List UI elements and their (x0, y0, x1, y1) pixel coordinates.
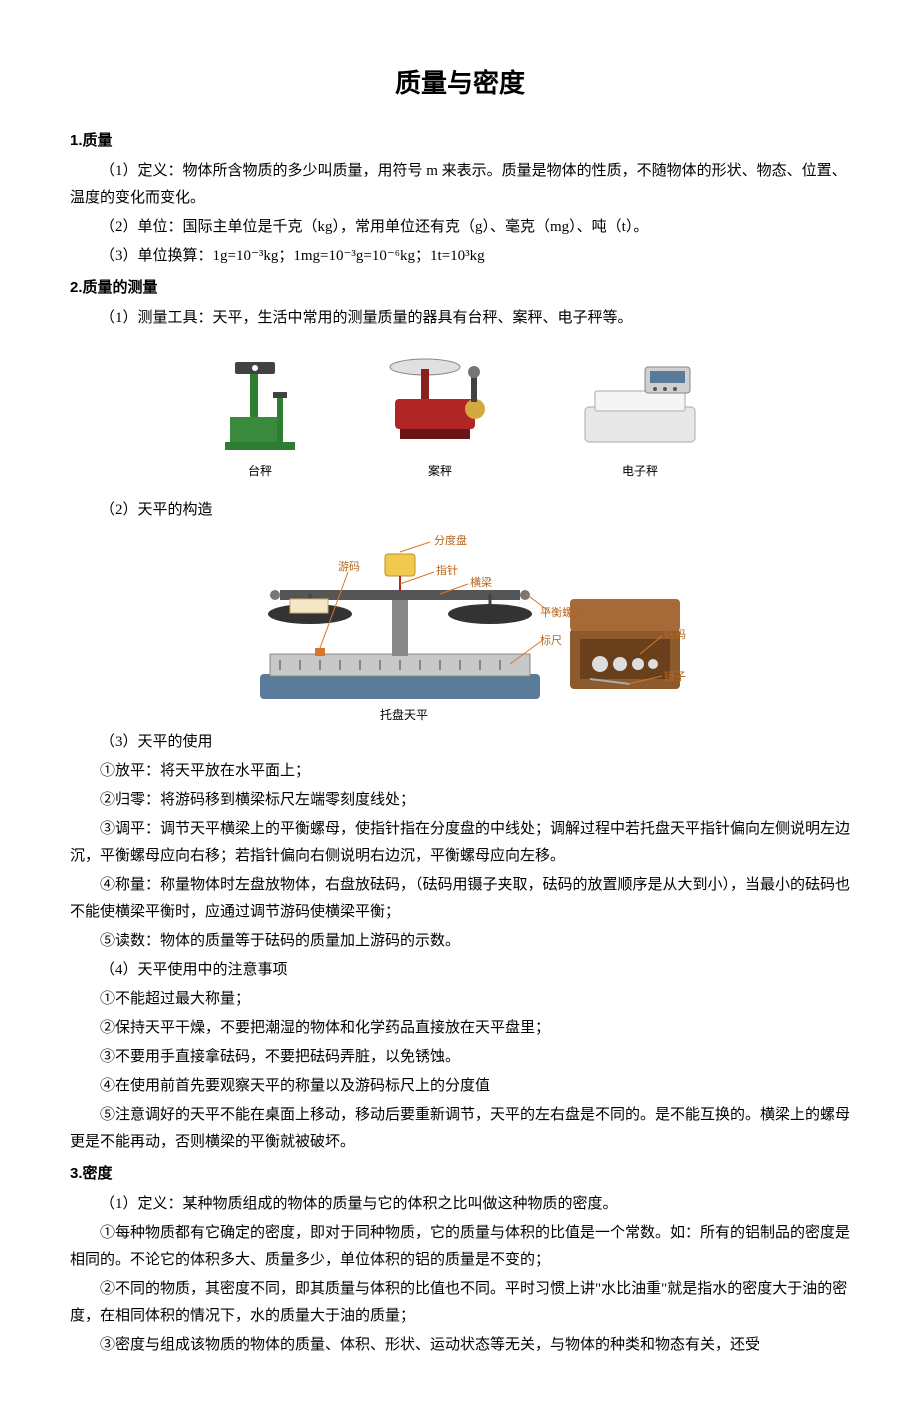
s2-n1: ①不能超过最大称量； (70, 986, 850, 1013)
s2-p2: （2）天平的构造 (70, 497, 850, 524)
s3-d2: ②不同的物质，其密度不同，即其质量与体积的比值也不同。平时习惯上讲"水比油重"就… (70, 1276, 850, 1330)
s2-u3: ③调平：调节天平横梁上的平衡螺母，使指针指在分度盘的中线处；调解过程中若托盘天平… (70, 816, 850, 870)
balance-figure: 分度盘 指针 游码 横梁 平衡螺母 标尺 砝码 镊子 托盘天平 (70, 534, 850, 724)
label-hengliang: 横梁 (470, 575, 492, 589)
s2-n3: ③不要用手直接拿砝码，不要把砝码弄脏，以免锈蚀。 (70, 1044, 850, 1071)
s2-u2: ②归零：将游码移到横梁标尺左端零刻度线处； (70, 787, 850, 814)
label-pingheng: 平衡螺母 (540, 606, 584, 619)
label-zhizhen: 指针 (436, 563, 458, 577)
scales-figure-row: 台秤 案秤 电子秤 (70, 347, 850, 483)
balance-diagram-icon: 分度盘 指针 游码 横梁 平衡螺母 标尺 砝码 镊子 托盘天平 (220, 534, 700, 724)
platform-scale-icon (215, 347, 305, 457)
page-title: 质量与密度 (70, 60, 850, 107)
platform-scale-caption: 台秤 (215, 461, 305, 483)
s2-n2: ②保持天平干燥，不要把潮湿的物体和化学药品直接放在天平盘里； (70, 1015, 850, 1042)
s2-u5: ⑤读数：物体的质量等于砝码的质量加上游码的示数。 (70, 928, 850, 955)
s3-d3: ③密度与组成该物质的物体的质量、体积、形状、运动状态等无关，与物体的种类和物态有… (70, 1332, 850, 1359)
electronic-scale-figure: 电子秤 (575, 347, 705, 483)
electronic-scale-caption: 电子秤 (575, 461, 705, 483)
platform-scale-figure: 台秤 (215, 347, 305, 483)
label-niezi: 镊子 (664, 670, 686, 683)
section1-heading: 1.质量 (70, 127, 850, 154)
s2-p1: （1）测量工具：天平，生活中常用的测量质量的器具有台秤、案秤、电子秤等。 (70, 305, 850, 332)
desk-scale-figure: 案秤 (375, 347, 505, 483)
s2-p3: （3）天平的使用 (70, 729, 850, 756)
label-fendu: 分度盘 (434, 534, 467, 547)
s1-p1: （1）定义：物体所含物质的多少叫质量，用符号 m 来表示。质量是物体的性质，不随… (70, 158, 850, 212)
s2-u1: ①放平：将天平放在水平面上； (70, 758, 850, 785)
s3-p1: （1）定义：某种物质组成的物体的质量与它的体积之比叫做这种物质的密度。 (70, 1191, 850, 1218)
label-biaochi: 标尺 (540, 633, 562, 647)
desk-scale-icon (375, 347, 505, 457)
section2-heading: 2.质量的测量 (70, 274, 850, 301)
s2-p4: （4）天平使用中的注意事项 (70, 957, 850, 984)
s2-u4: ④称量：称量物体时左盘放物体，右盘放砝码，（砝码用镊子夹取，砝码的放置顺序是从大… (70, 872, 850, 926)
section3-heading: 3.密度 (70, 1160, 850, 1187)
s1-p2: （2）单位：国际主单位是千克（kg），常用单位还有克（g）、毫克（mg）、吨（t… (70, 214, 850, 241)
desk-scale-caption: 案秤 (375, 461, 505, 483)
label-youma: 游码 (338, 560, 360, 573)
s2-n4: ④在使用前首先要观察天平的称量以及游码标尺上的分度值 (70, 1073, 850, 1100)
label-tuopan: 托盘天平 (380, 707, 428, 722)
label-fama: 砝码 (664, 627, 686, 641)
s1-p3: （3）单位换算：1g=10⁻³kg；1mg=10⁻³g=10⁻⁶kg；1t=10… (70, 243, 850, 270)
s3-d1: ①每种物质都有它确定的密度，即对于同种物质，它的质量与体积的比值是一个常数。如：… (70, 1220, 850, 1274)
s2-n5: ⑤注意调好的天平不能在桌面上移动，移动后要重新调节，天平的左右盘是不同的。是不能… (70, 1102, 850, 1156)
electronic-scale-icon (575, 347, 705, 457)
